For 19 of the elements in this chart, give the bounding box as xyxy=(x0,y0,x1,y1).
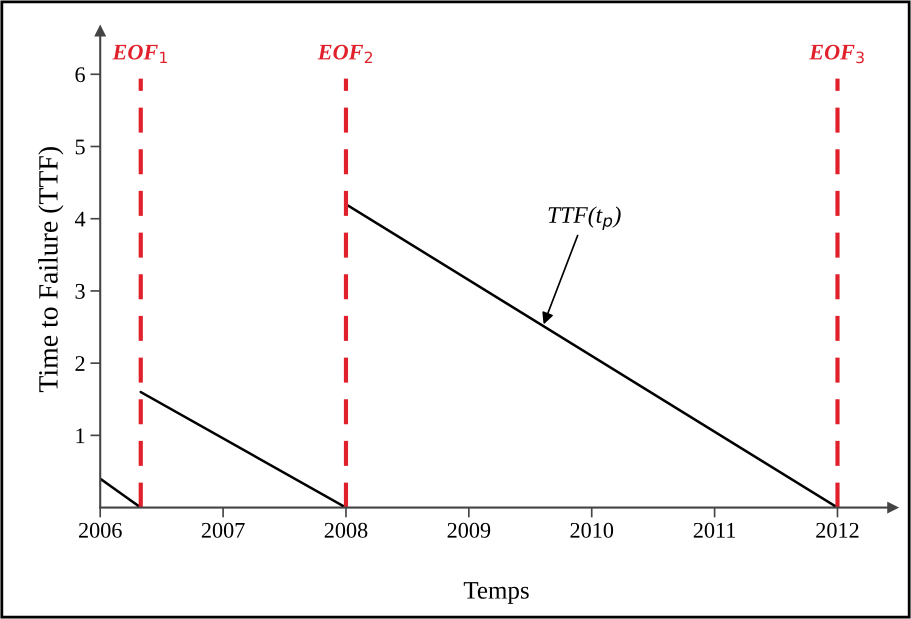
x-tick-label: 2007 xyxy=(202,522,245,538)
x-tick-label: 2006 xyxy=(78,522,122,538)
y-axis-title: Time to Failure (TTF) xyxy=(38,147,64,392)
y-tick-label: 2 xyxy=(75,356,84,371)
x-tick-label: 2009 xyxy=(448,522,490,538)
y-tick-label: 6 xyxy=(75,67,85,82)
y-tick-label: 1 xyxy=(76,428,84,444)
x-tick-label: 2012 xyxy=(816,522,858,538)
x-tick-label: 2011 xyxy=(694,522,736,538)
x-tick-label: 2010 xyxy=(570,522,614,538)
y-tick-label: 5 xyxy=(76,140,85,154)
ref-line-label: EOF$_{2}$ xyxy=(318,44,372,64)
ref-line-label: EOF$_{3}$ xyxy=(809,44,864,64)
ref-line-label: EOF$_{1}$ xyxy=(112,44,167,64)
y-tick-label: 4 xyxy=(74,212,86,226)
y-tick-label: 3 xyxy=(76,284,85,299)
annotation: TTF(t$_{p}$) xyxy=(548,206,621,230)
x-tick-label: 2008 xyxy=(324,522,368,538)
x-axis-title: Temps xyxy=(464,582,529,604)
